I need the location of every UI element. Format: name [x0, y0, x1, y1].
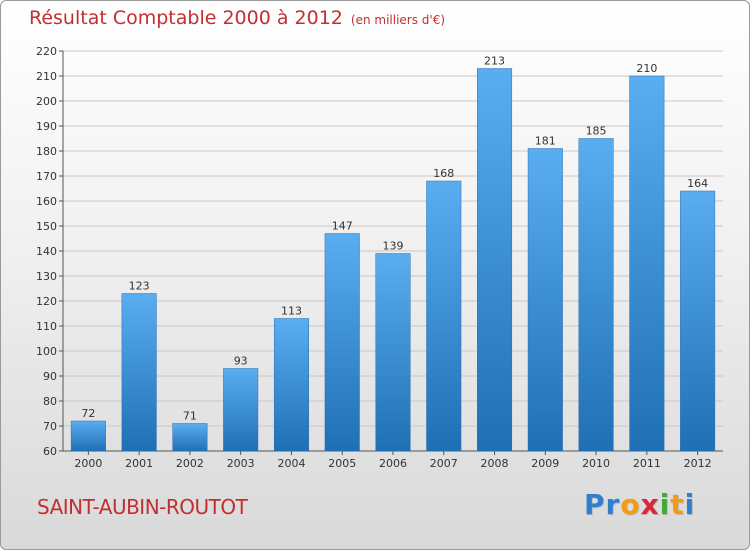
y-tick-label: 70 [43, 420, 57, 433]
y-tick-label: 160 [36, 195, 57, 208]
data-label: 113 [281, 305, 302, 318]
y-tick-label: 200 [36, 95, 57, 108]
bar [121, 293, 157, 452]
chart-subtitle: (en milliers d'€) [350, 13, 446, 27]
data-label: 139 [383, 240, 404, 253]
chart-title-text: Résultat Comptable 2000 à 2012 [29, 7, 343, 29]
x-tick-label: 2008 [481, 457, 509, 470]
data-label: 168 [433, 167, 454, 180]
city-name: SAINT-AUBIN-ROUTOT [37, 495, 248, 519]
y-tick-label: 190 [36, 120, 57, 133]
y-tick-label: 110 [36, 320, 57, 333]
data-label: 181 [535, 135, 556, 148]
logo-letter: i [684, 488, 696, 521]
logo-letter: x [640, 488, 660, 521]
x-tick-label: 2010 [582, 457, 610, 470]
bar [426, 180, 462, 452]
proxiti-logo: Proxiti [584, 488, 695, 521]
logo-letter: r [605, 488, 621, 521]
x-tick-label: 2000 [74, 457, 102, 470]
data-label: 213 [484, 55, 505, 68]
logo-letter: P [584, 488, 606, 521]
y-tick-label: 60 [43, 445, 57, 458]
x-tick-label: 2002 [176, 457, 204, 470]
y-tick-label: 80 [43, 395, 57, 408]
logo-letter: o [620, 488, 641, 521]
x-tick-label: 2001 [125, 457, 153, 470]
data-label: 93 [234, 355, 248, 368]
x-tick-label: 2003 [227, 457, 255, 470]
bar [324, 233, 360, 452]
chart-title: Résultat Comptable 2000 à 2012 (en millie… [29, 7, 445, 29]
logo-letter: t [670, 488, 685, 521]
data-label: 164 [687, 177, 708, 190]
y-tick-label: 220 [36, 45, 57, 58]
y-tick-label: 180 [36, 145, 57, 158]
x-tick-label: 2009 [531, 457, 559, 470]
data-label: 72 [81, 407, 95, 420]
x-tick-label: 2005 [328, 457, 356, 470]
x-tick-label: 2007 [430, 457, 458, 470]
x-tick-label: 2012 [684, 457, 712, 470]
y-tick-label: 210 [36, 70, 57, 83]
bar [172, 423, 208, 452]
y-tick-label: 150 [36, 220, 57, 233]
bar [527, 148, 563, 452]
bar [223, 368, 259, 452]
x-tick-label: 2004 [277, 457, 305, 470]
y-tick-label: 120 [36, 295, 57, 308]
y-tick-label: 170 [36, 170, 57, 183]
data-label: 185 [586, 125, 607, 138]
y-tick-label: 140 [36, 245, 57, 258]
bars [70, 68, 716, 452]
data-labels: 72 123 71 93 113 147 139 168 213 181 185 210 164 [81, 55, 708, 423]
bar [273, 318, 309, 452]
bar [477, 68, 513, 452]
data-label: 71 [183, 410, 197, 423]
bar [629, 75, 665, 452]
x-tick-label: 2011 [633, 457, 661, 470]
data-label: 210 [636, 62, 657, 75]
data-label: 123 [129, 280, 150, 293]
bar [578, 138, 614, 452]
y-tick-label: 90 [43, 370, 57, 383]
bar [70, 420, 106, 452]
bar [375, 253, 411, 452]
data-label: 147 [332, 220, 353, 233]
y-tick-label: 130 [36, 270, 57, 283]
logo-letter: i [659, 488, 671, 521]
y-tick-label: 100 [36, 345, 57, 358]
bar [680, 190, 716, 452]
x-tick-label: 2006 [379, 457, 407, 470]
axes: 60 70 80 90 100 110 120 130 140 150 160 170 180 190 20… [36, 45, 723, 470]
